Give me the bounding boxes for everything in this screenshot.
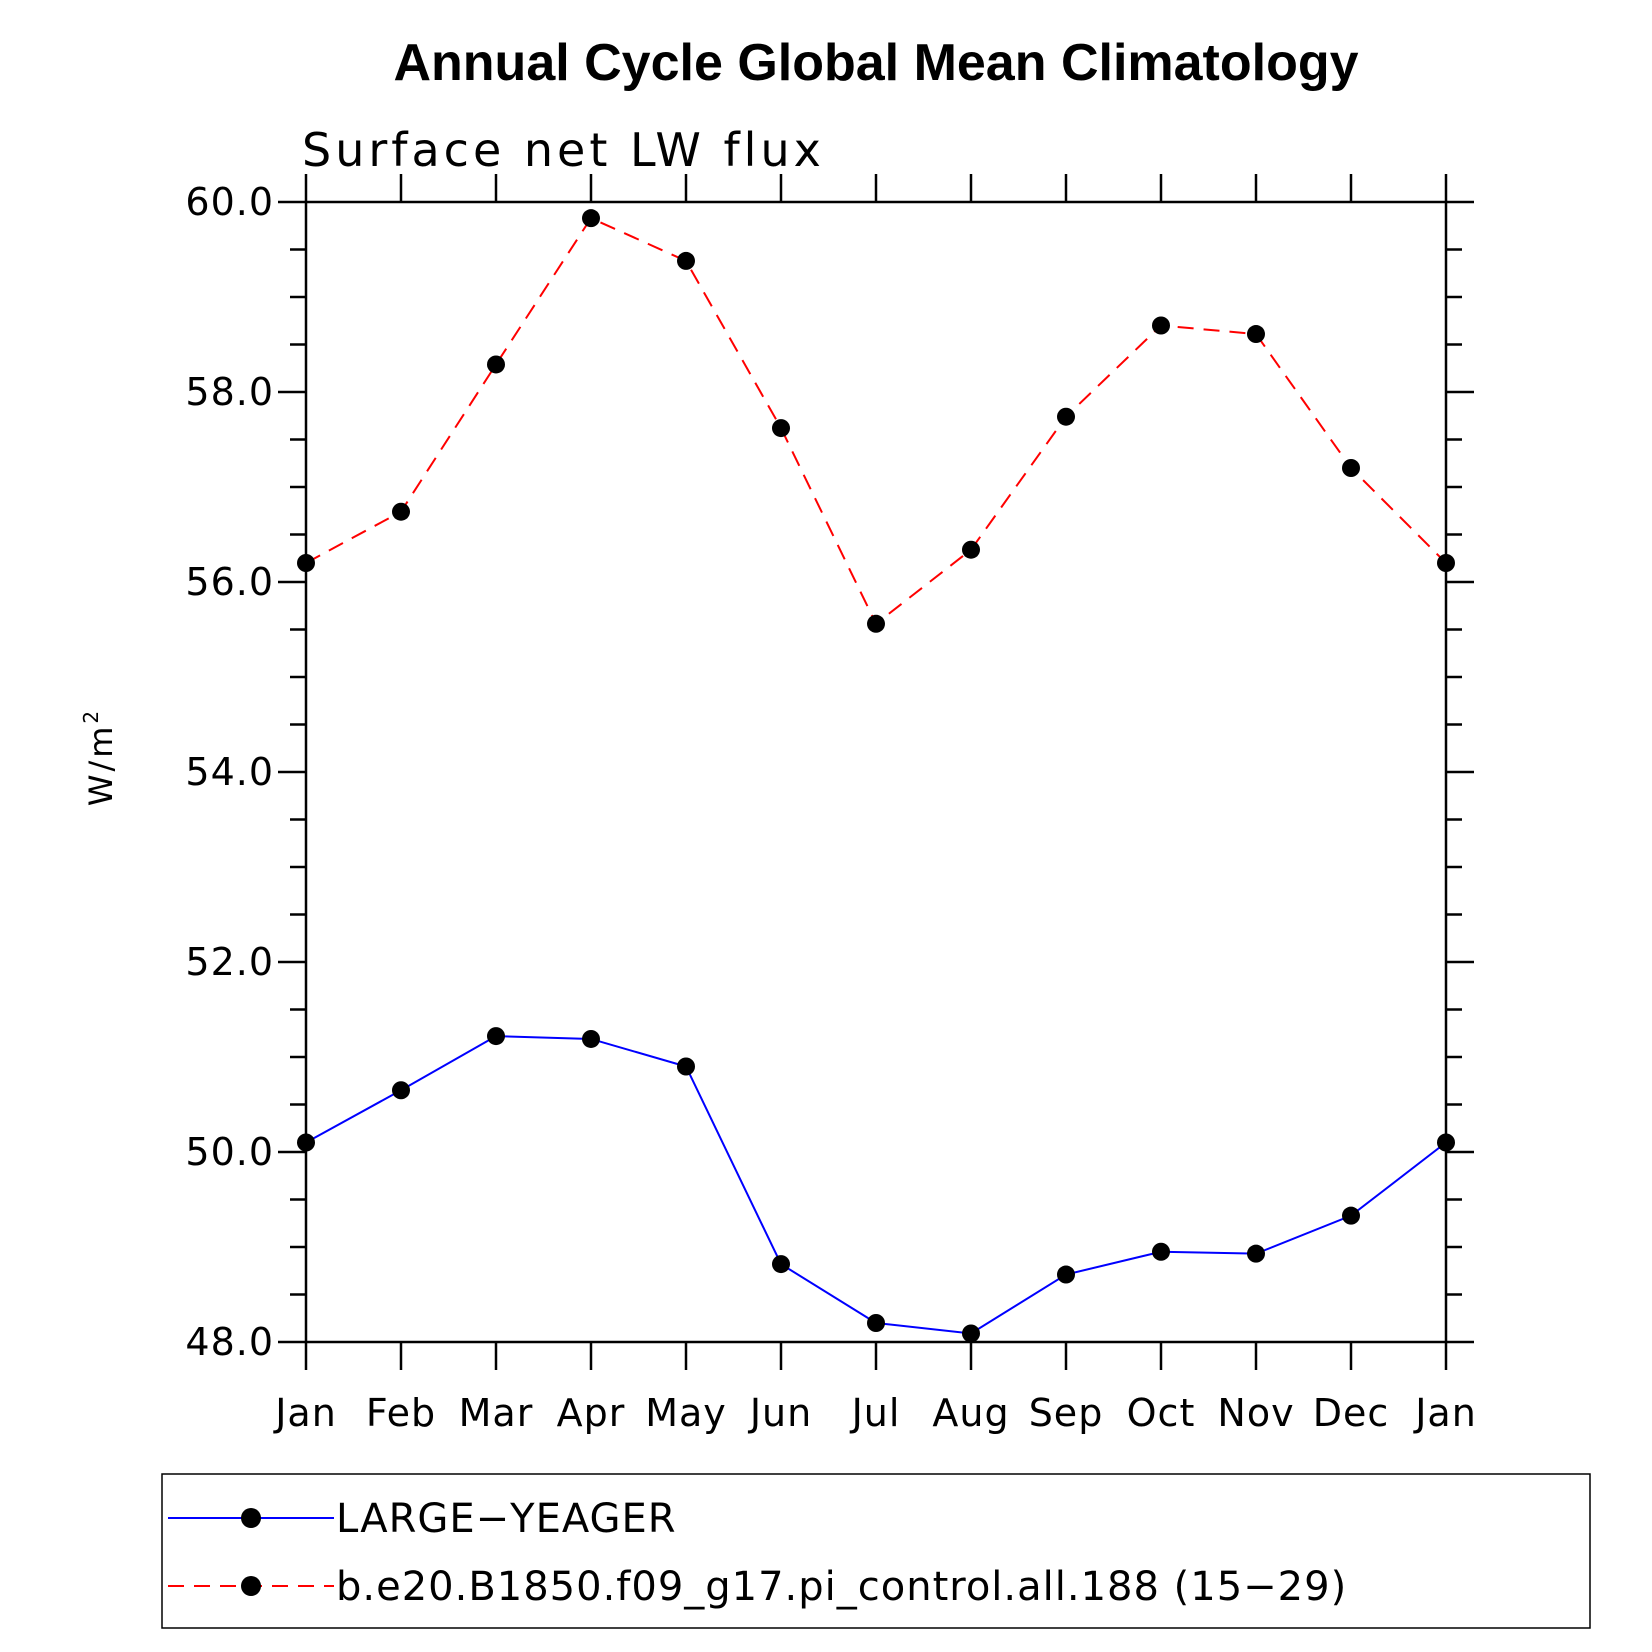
data-point <box>772 1255 790 1274</box>
data-point <box>1247 1244 1265 1263</box>
data-point <box>1342 1206 1360 1225</box>
data-point <box>677 1057 695 1076</box>
data-point <box>1247 325 1265 344</box>
legend-entry-large-yeager: LARGE−YEAGER <box>168 1496 677 1542</box>
x-tick-label: May <box>645 1391 727 1435</box>
x-tick-label: Jun <box>748 1391 812 1435</box>
y-axis-label: W/m2 <box>79 708 120 806</box>
x-tick-label: Oct <box>1127 1391 1196 1435</box>
series-line <box>305 1035 1447 1335</box>
y-tick-label: 50.0 <box>185 1130 274 1174</box>
data-point <box>582 209 600 228</box>
series-line <box>305 216 1447 626</box>
y-tick-label: 58.0 <box>185 370 274 414</box>
x-tick-label: Jul <box>850 1391 901 1435</box>
y-tick-label: 52.0 <box>185 940 274 984</box>
series-1 <box>297 209 1455 633</box>
x-tick-label: Feb <box>366 1391 436 1435</box>
data-point <box>677 251 695 270</box>
data-point <box>392 1081 410 1100</box>
legend-entry-pi-control: b.e20.B1850.f09_g17.pi_control.all.188 (… <box>168 1564 1347 1610</box>
plot-series <box>297 209 1455 1343</box>
data-point <box>1152 316 1170 335</box>
y-axis-label-unit: W/m <box>82 724 120 807</box>
y-tick-label: 48.0 <box>185 1320 274 1364</box>
x-tick-label: Mar <box>459 1391 534 1435</box>
data-point <box>392 502 410 521</box>
x-tick-label: Aug <box>932 1391 1009 1435</box>
data-point <box>1152 1242 1170 1261</box>
x-tick-label: Dec <box>1313 1391 1390 1435</box>
data-point <box>962 540 980 559</box>
x-tick-label: Nov <box>1217 1391 1294 1435</box>
y-axis-label-superscript: 2 <box>79 708 103 724</box>
chart-title: Annual Cycle Global Mean Climatology <box>393 34 1358 92</box>
legend-marker-large-yeager <box>241 1508 261 1528</box>
data-point <box>487 355 505 374</box>
y-tick-label: 60.0 <box>185 180 274 224</box>
x-tick-label: Sep <box>1029 1391 1104 1435</box>
tick-marks <box>278 174 1474 1370</box>
data-point <box>772 419 790 438</box>
data-point <box>1342 459 1360 477</box>
data-point <box>962 1324 980 1343</box>
y-tick-label: 56.0 <box>185 560 274 604</box>
legend-label-pi-control: b.e20.B1850.f09_g17.pi_control.all.188 (… <box>336 1564 1347 1610</box>
x-tick-labels: Jan Feb Mar Apr May Jun Jul Aug Sep Oct Nov Dec Jan <box>273 1391 1477 1435</box>
data-point <box>867 614 885 633</box>
legend-box <box>161 1473 1591 1629</box>
data-point <box>1057 1265 1075 1284</box>
data-point <box>582 1029 600 1048</box>
chart-subtitle: Surface net LW flux <box>302 123 825 177</box>
legend-marker-pi-control <box>241 1576 261 1596</box>
data-point <box>487 1027 505 1046</box>
x-tick-label: Apr <box>557 1391 626 1435</box>
data-point <box>1057 407 1075 426</box>
legend: LARGE−YEAGER b.e20.B1850.f09_g17.pi_cont… <box>161 1473 1591 1629</box>
data-point <box>867 1314 885 1332</box>
series-0 <box>297 1027 1455 1343</box>
x-tick-label: Jan <box>1413 1391 1477 1435</box>
plot-frame <box>304 200 1448 1344</box>
legend-label-large-yeager: LARGE−YEAGER <box>336 1496 677 1542</box>
y-tick-labels: 48.0 50.0 52.0 54.0 56.0 58.0 60.0 <box>185 180 274 1364</box>
x-tick-label: Jan <box>273 1391 337 1435</box>
y-tick-label: 54.0 <box>185 750 274 794</box>
